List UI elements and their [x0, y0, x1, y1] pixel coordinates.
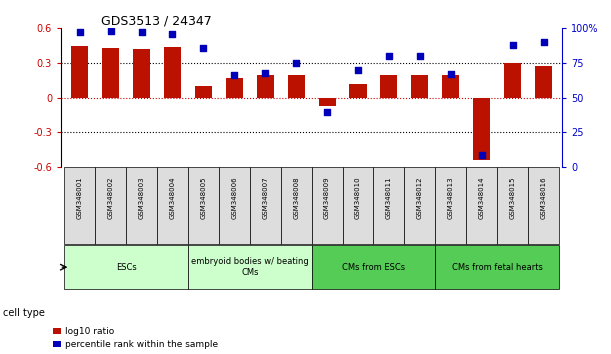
Bar — [504, 63, 521, 98]
Text: GSM348015: GSM348015 — [510, 176, 516, 219]
Text: GSM348012: GSM348012 — [417, 176, 423, 219]
Point — [167, 31, 177, 37]
FancyBboxPatch shape — [126, 167, 157, 244]
Point — [384, 53, 394, 59]
Bar — [411, 75, 428, 98]
FancyBboxPatch shape — [250, 167, 280, 244]
Text: GSM348003: GSM348003 — [139, 176, 145, 219]
Bar — [195, 86, 212, 98]
Bar — [473, 98, 490, 160]
Point — [477, 152, 486, 158]
Text: GSM348011: GSM348011 — [386, 176, 392, 219]
Text: CMs from fetal hearts: CMs from fetal hearts — [452, 263, 543, 272]
Point — [415, 53, 425, 59]
Point — [353, 67, 363, 73]
Text: GDS3513 / 24347: GDS3513 / 24347 — [101, 14, 212, 27]
FancyBboxPatch shape — [435, 167, 466, 244]
Point — [322, 109, 332, 114]
Bar — [102, 48, 119, 98]
Text: GSM348007: GSM348007 — [262, 176, 268, 219]
Text: ESCs: ESCs — [115, 263, 136, 272]
FancyBboxPatch shape — [95, 167, 126, 244]
Text: GSM348001: GSM348001 — [76, 176, 82, 219]
Text: GSM348006: GSM348006 — [232, 176, 237, 219]
Text: GSM348016: GSM348016 — [541, 176, 547, 219]
Text: GSM348009: GSM348009 — [324, 176, 330, 219]
Bar — [381, 75, 397, 98]
Text: GSM348004: GSM348004 — [169, 176, 175, 219]
Bar — [442, 75, 459, 98]
FancyBboxPatch shape — [64, 245, 188, 289]
Text: GSM348014: GSM348014 — [478, 176, 485, 219]
Point — [446, 71, 456, 77]
FancyBboxPatch shape — [528, 167, 559, 244]
Bar — [71, 46, 88, 98]
FancyBboxPatch shape — [312, 245, 435, 289]
Point — [75, 30, 84, 35]
Bar — [164, 47, 181, 98]
Point — [229, 73, 239, 78]
FancyBboxPatch shape — [373, 167, 404, 244]
FancyBboxPatch shape — [466, 167, 497, 244]
Point — [106, 28, 115, 34]
Bar — [226, 78, 243, 98]
Bar — [535, 67, 552, 98]
Text: GSM348008: GSM348008 — [293, 176, 299, 219]
Bar — [257, 75, 274, 98]
Text: cell type: cell type — [3, 308, 45, 318]
Text: GSM348002: GSM348002 — [108, 176, 114, 219]
FancyBboxPatch shape — [188, 245, 312, 289]
FancyBboxPatch shape — [64, 167, 95, 244]
Point — [199, 45, 208, 51]
FancyBboxPatch shape — [280, 167, 312, 244]
Text: GSM348005: GSM348005 — [200, 176, 207, 219]
FancyBboxPatch shape — [343, 167, 373, 244]
Bar — [288, 75, 305, 98]
Text: GSM348010: GSM348010 — [355, 176, 361, 219]
FancyBboxPatch shape — [435, 245, 559, 289]
Bar — [318, 98, 335, 106]
FancyBboxPatch shape — [497, 167, 528, 244]
FancyBboxPatch shape — [312, 167, 343, 244]
Bar — [133, 49, 150, 98]
FancyBboxPatch shape — [157, 167, 188, 244]
Point — [291, 60, 301, 66]
FancyBboxPatch shape — [188, 167, 219, 244]
Text: CMs from ESCs: CMs from ESCs — [342, 263, 405, 272]
Point — [508, 42, 518, 48]
Bar — [349, 84, 367, 98]
Text: embryoid bodies w/ beating
CMs: embryoid bodies w/ beating CMs — [191, 257, 309, 277]
Point — [137, 30, 147, 35]
FancyBboxPatch shape — [219, 167, 250, 244]
Point — [260, 70, 270, 75]
Text: GSM348013: GSM348013 — [448, 176, 454, 219]
FancyBboxPatch shape — [404, 167, 435, 244]
Legend: log10 ratio, percentile rank within the sample: log10 ratio, percentile rank within the … — [53, 327, 218, 349]
Point — [539, 39, 549, 45]
